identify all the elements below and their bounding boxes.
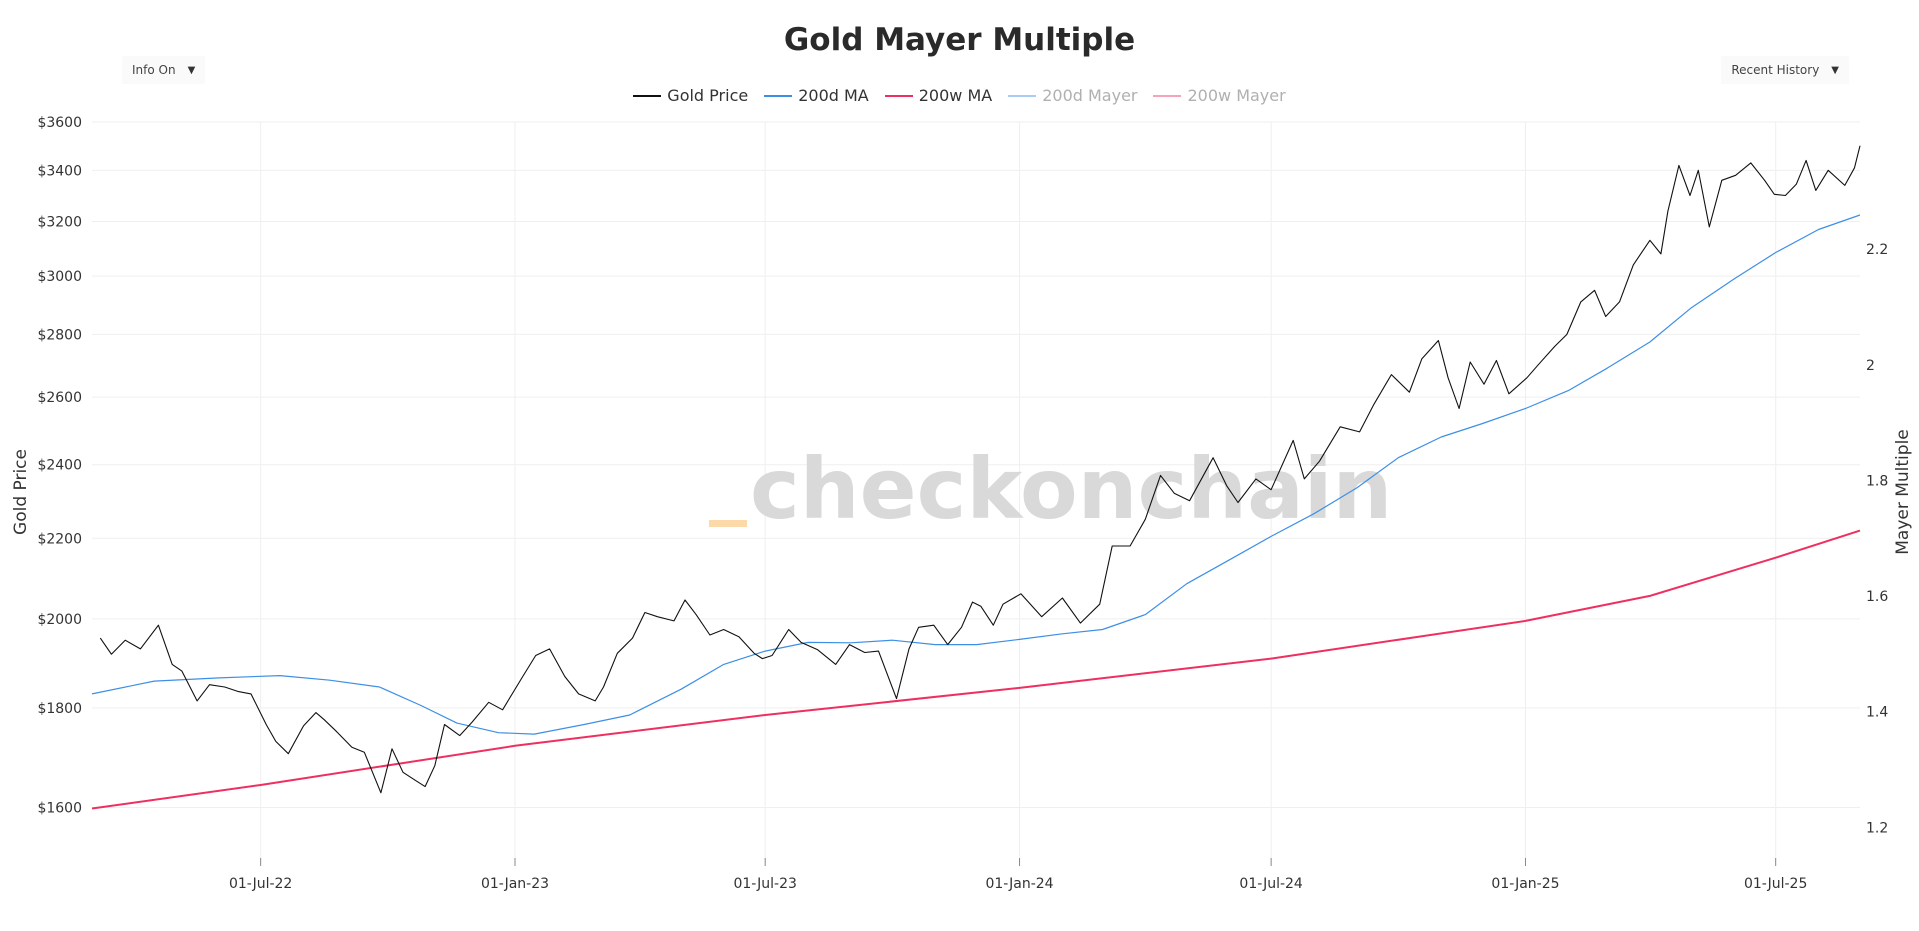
range-select-label: Recent History bbox=[1731, 63, 1820, 77]
y-left-tick-label: $1600 bbox=[37, 800, 82, 816]
watermark: checkonchain bbox=[709, 440, 1392, 538]
y-axis-right-title: Mayer Multiple bbox=[1893, 429, 1913, 555]
legend-item-200d-mayer[interactable]: 200d Mayer bbox=[1008, 86, 1137, 105]
chart-grid bbox=[92, 121, 1860, 862]
y-right-tick-label: 2 bbox=[1866, 358, 1875, 374]
watermark-accent-bar bbox=[709, 520, 747, 527]
x-tick-label: 01-Jul-25 bbox=[1744, 876, 1807, 892]
y-right-tick-label: 2.2 bbox=[1866, 242, 1888, 258]
legend-label-200d-ma: 200d MA bbox=[798, 86, 869, 105]
y-left-tick-label: $1800 bbox=[37, 701, 82, 717]
legend-item-200d-ma[interactable]: 200d MA bbox=[764, 86, 869, 105]
y-right-tick-label: 1.2 bbox=[1866, 820, 1888, 836]
y-left-tick-label: $2600 bbox=[37, 390, 82, 406]
info-toggle-dropdown[interactable]: Info On ▼ bbox=[122, 56, 206, 84]
legend-label-200d-mayer: 200d Mayer bbox=[1042, 86, 1138, 105]
series-line-200d-ma[interactable] bbox=[91, 214, 1861, 735]
legend-swatch-200w-mayer bbox=[1153, 94, 1182, 97]
series-line-200w-ma[interactable] bbox=[91, 529, 1861, 810]
caret-down-icon: ▼ bbox=[187, 64, 196, 76]
legend-swatch-gold-price bbox=[633, 94, 662, 97]
legend-label-200w-ma: 200w MA bbox=[918, 86, 993, 105]
x-tick-label: 01-Jul-24 bbox=[1239, 876, 1302, 892]
y-left-tick-label: $3000 bbox=[37, 269, 82, 285]
x-tick-label: 01-Jan-23 bbox=[481, 876, 549, 892]
y-right-tick-label: 1.4 bbox=[1866, 705, 1888, 721]
legend-swatch-200d-mayer bbox=[1008, 94, 1037, 97]
legend-swatch-200w-ma bbox=[884, 94, 913, 97]
info-toggle-label: Info On bbox=[132, 63, 176, 77]
y-left-tick-label: $2200 bbox=[37, 531, 82, 547]
chart-title: Gold Mayer Multiple bbox=[783, 22, 1136, 58]
watermark-text: checkonchain bbox=[750, 440, 1392, 538]
legend-item-200w-mayer[interactable]: 200w Mayer bbox=[1153, 86, 1286, 105]
y-axis-left-title: Gold Price bbox=[11, 449, 31, 535]
y-left-tick-label: $3200 bbox=[37, 215, 82, 231]
range-select-dropdown[interactable]: Recent History ▼ bbox=[1721, 56, 1849, 84]
y-left-tick-label: $3600 bbox=[37, 115, 82, 131]
x-tick-label: 01-Jul-23 bbox=[733, 876, 796, 892]
chart-legend: Gold Price 200d MA 200w MA 200d Mayer 20… bbox=[0, 86, 1919, 105]
y-left-tick-label: $2400 bbox=[37, 458, 82, 474]
y-right-tick-label: 1.6 bbox=[1866, 589, 1888, 605]
y-right-tick-label: 1.8 bbox=[1866, 473, 1888, 489]
series-line-gold-price[interactable] bbox=[99, 145, 1861, 794]
caret-down-icon: ▼ bbox=[1831, 64, 1839, 76]
x-tick-label: 01-Jan-25 bbox=[1491, 876, 1559, 892]
legend-swatch-200d-ma bbox=[764, 94, 793, 97]
y-axis-right: 1.2 1.4 1.6 1.8 2 2.2 bbox=[1866, 242, 1888, 836]
y-left-tick-label: $2000 bbox=[37, 612, 82, 628]
y-left-tick-label: $2800 bbox=[37, 327, 82, 343]
series-layer bbox=[91, 145, 1861, 810]
legend-label-200w-mayer: 200w Mayer bbox=[1187, 86, 1286, 105]
x-tick-label: 01-Jan-24 bbox=[985, 876, 1053, 892]
legend-item-gold-price[interactable]: Gold Price bbox=[633, 86, 748, 105]
x-axis: 01-Jul-22 01-Jan-23 01-Jul-23 01-Jan-24 01-J… bbox=[229, 858, 1807, 892]
x-tick-label: 01-Jul-22 bbox=[229, 876, 292, 892]
y-axis-left: $1600 $1800 $2000 $2200 $2400 $2600 $2800 $3000… bbox=[37, 115, 82, 816]
y-left-tick-label: $3400 bbox=[37, 163, 82, 179]
legend-label-gold-price: Gold Price bbox=[667, 86, 749, 105]
legend-item-200w-ma[interactable]: 200w MA bbox=[884, 86, 993, 105]
